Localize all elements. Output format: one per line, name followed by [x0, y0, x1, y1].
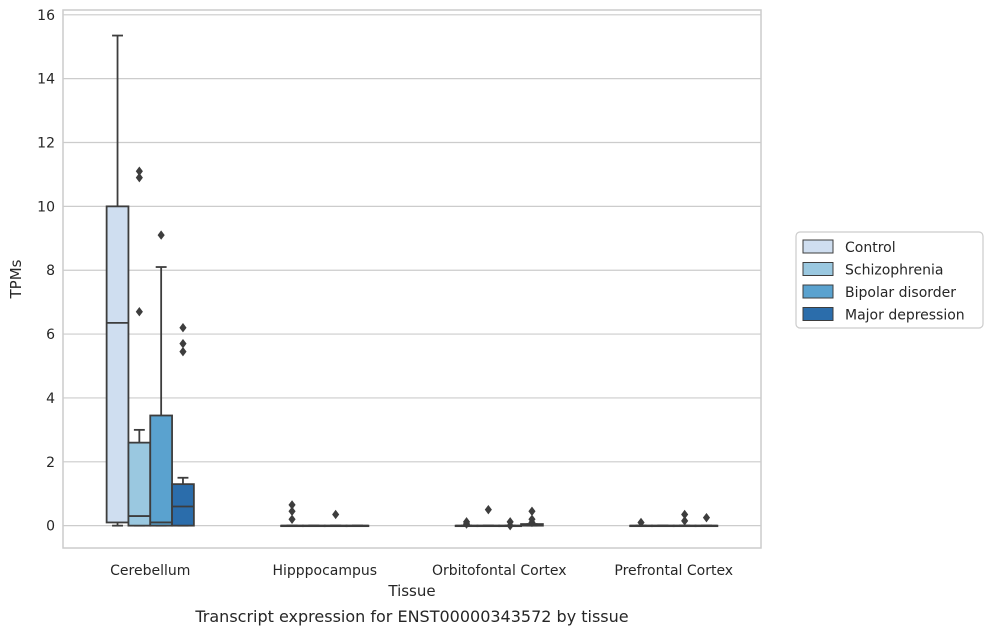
box-body — [171, 483, 195, 527]
box-major-depression — [345, 524, 370, 528]
legend-swatch — [802, 262, 834, 276]
outlier-point — [288, 500, 296, 510]
outlier-point — [702, 512, 711, 523]
y-tick-label: 14 — [37, 72, 55, 88]
box-body — [149, 414, 173, 527]
box-control — [105, 34, 130, 527]
legend-frame — [795, 231, 984, 329]
x-axis-label: Tissue — [387, 582, 435, 600]
legend-swatch — [802, 239, 834, 254]
x-tick-labels: Cerebellum Hipppocampus Orbitofontal Corte… — [110, 563, 733, 579]
y-tick-label: 12 — [37, 136, 55, 152]
x-tick-label: Orbitofontal Cortex — [432, 563, 567, 579]
outlier-point — [179, 346, 187, 357]
y-tick-label: 2 — [46, 455, 55, 471]
legend-label: Schizophrenia — [845, 263, 943, 279]
box-control — [454, 517, 479, 529]
outlier-point — [528, 514, 536, 524]
legend-swatch — [802, 284, 834, 299]
y-tick-label: 16 — [37, 8, 55, 24]
outlier-point — [288, 506, 296, 516]
outlier-point — [528, 506, 536, 516]
outlier-point — [179, 338, 187, 349]
box-schizophrenia — [127, 166, 152, 527]
outlier-point — [135, 307, 143, 317]
legend-swatch — [802, 307, 834, 321]
box-body — [105, 205, 130, 524]
box-control — [280, 500, 304, 528]
box-major-depression — [520, 506, 544, 528]
legend: Control Schizophrenia Bipolar disorder Majo… — [795, 231, 984, 329]
box-body — [127, 441, 152, 527]
x-tick-label: Prefrontal Cortex — [614, 563, 733, 579]
box-major-depression — [694, 512, 719, 528]
box-bipolar-disorder — [672, 509, 697, 528]
outlier-point — [157, 230, 165, 240]
box-major-depression — [171, 322, 195, 527]
y-tick-label: 4 — [46, 391, 55, 407]
x-tick-label: Hipppocampus — [272, 563, 377, 579]
box-groups — [105, 34, 719, 531]
outlier-point — [484, 504, 492, 515]
y-tick-label: 6 — [46, 327, 55, 343]
outlier-point — [637, 517, 645, 528]
y-tick-label: 10 — [37, 199, 55, 215]
box-schizophrenia — [476, 504, 501, 528]
box-schizophrenia — [302, 524, 326, 528]
y-tick-label: 0 — [46, 519, 55, 535]
box-schizophrenia — [651, 524, 675, 528]
plot-frame — [62, 9, 762, 549]
box-bipolar-disorder — [498, 517, 522, 531]
outlier-point — [332, 509, 340, 520]
y-tick-labels: 0 2 4 6 8 10 12 14 16 — [37, 8, 55, 535]
outlier-point — [506, 517, 514, 527]
outlier-point — [135, 172, 143, 183]
box-bipolar-disorder — [149, 230, 173, 527]
outlier-point — [681, 509, 689, 520]
y-tick-label: 8 — [46, 263, 55, 279]
chart-title: Transcript expression for ENST0000034357… — [194, 607, 628, 626]
legend-label: Bipolar disorder — [845, 285, 956, 301]
outlier-point — [462, 517, 471, 527]
outlier-point — [179, 322, 187, 333]
y-axis-label: TPMs — [7, 259, 25, 299]
outlier-point — [135, 166, 143, 176]
legend-label: Control — [845, 240, 896, 256]
outlier-point — [288, 514, 296, 524]
legend-label: Major depression — [845, 308, 965, 324]
plot-area — [63, 10, 761, 548]
x-tick-label: Cerebellum — [110, 563, 190, 579]
outlier-point — [681, 516, 689, 526]
